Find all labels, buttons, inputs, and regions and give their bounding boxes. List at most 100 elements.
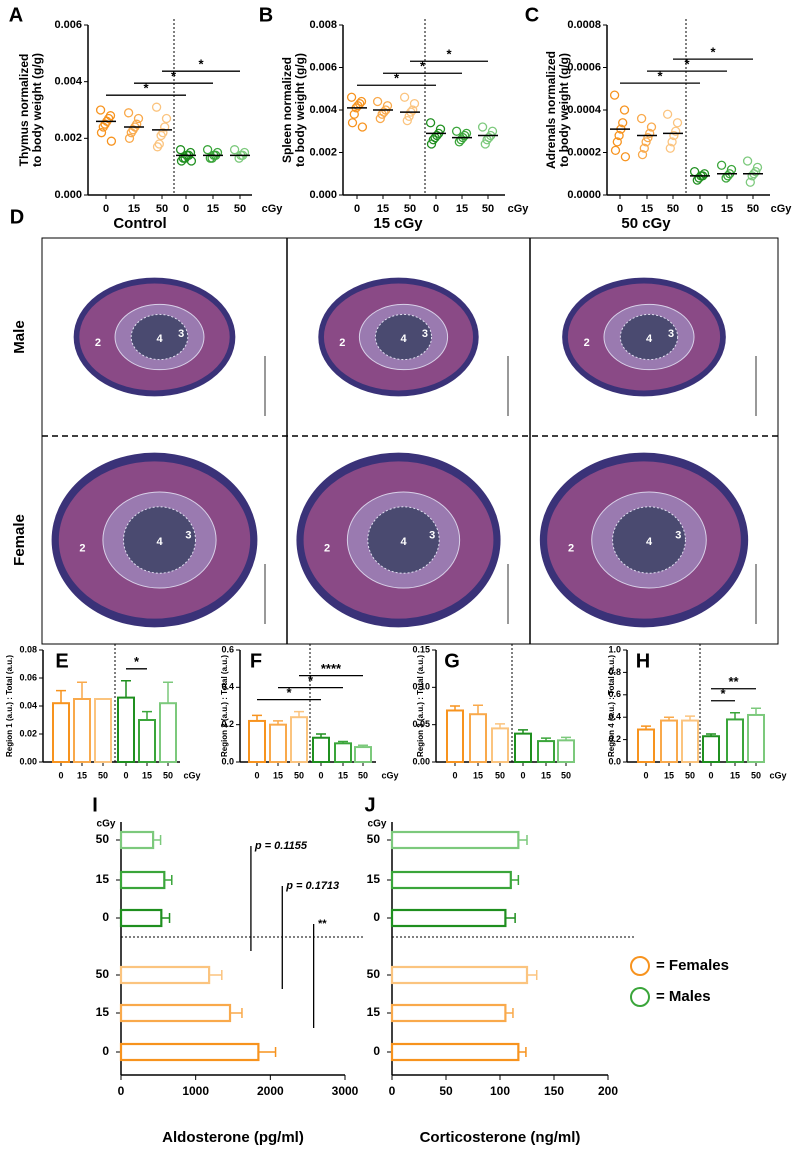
y-axis-label: Region 4 (a.u.) : Total (a.u.): [607, 655, 616, 757]
data-point: [133, 113, 144, 124]
data-point: [106, 136, 117, 146]
error-bar: [450, 705, 460, 711]
x-tick-label: 15: [664, 770, 674, 780]
x-axis-label: Aldosterone (pg/ml): [162, 1129, 304, 1146]
x-tick-label: 0: [697, 203, 703, 215]
significance-label: ****: [321, 661, 342, 676]
data-point: [723, 171, 733, 181]
tissue-medulla: [374, 313, 433, 361]
x-tick-label: 15: [77, 770, 87, 780]
data-point: [234, 153, 244, 163]
y-tick-label: 0.004: [309, 104, 337, 116]
y-tick-label: 15: [367, 872, 381, 886]
data-point: [609, 90, 620, 100]
y-axis-label: Region 2 (a.u.) : Total (a.u.): [220, 655, 229, 757]
tissue-medulla: [367, 506, 440, 574]
y-tick-label: 0.05: [412, 719, 430, 729]
data-point: [639, 143, 649, 153]
bar: [119, 908, 163, 928]
legend-marker: [630, 987, 650, 1007]
significance-label: *: [171, 69, 177, 84]
x-tick-label: 1000: [182, 1084, 209, 1098]
region-label: 4: [646, 333, 653, 345]
data-point: [186, 156, 197, 166]
x-tick-label: 50: [439, 1084, 453, 1098]
region-label: 3: [178, 328, 184, 340]
y-axis-label: to body weight (g/g): [293, 53, 307, 167]
x-unit: cGy: [183, 770, 200, 780]
x-unit: cGy: [381, 770, 398, 780]
y-axis-label: Spleen normalized: [280, 57, 294, 163]
bar: [514, 732, 532, 763]
bar: [52, 702, 70, 764]
x-tick-label: 50: [294, 770, 304, 780]
panel-letter: F: [250, 650, 262, 672]
y-tick-label: 0.08: [19, 644, 37, 654]
row-title: Male: [11, 320, 28, 353]
data-point: [346, 92, 357, 102]
data-point: [160, 122, 170, 132]
error-bar: [641, 725, 651, 730]
significance-label: p = 0.1155: [254, 840, 308, 852]
bar: [390, 1042, 520, 1062]
error-bar: [294, 710, 304, 718]
error-bar: [163, 681, 173, 704]
bar: [660, 719, 678, 763]
y-tick-label: 0.004: [54, 76, 82, 88]
x-tick-label: 0: [617, 203, 623, 215]
significance-label: *: [308, 673, 314, 688]
data-point: [637, 149, 648, 160]
region-label: 3: [422, 328, 428, 340]
y-tick-label: 0.02: [19, 728, 37, 738]
panel-letter: I: [92, 794, 98, 816]
x-tick-label: 15: [541, 770, 551, 780]
y-tick-label: 0.00: [412, 756, 430, 766]
significance-label: *: [710, 45, 716, 60]
y-tick-label: 0.006: [54, 19, 82, 31]
data-point: [205, 153, 215, 163]
data-point: [477, 122, 488, 132]
y-tick-label: 1.0: [608, 644, 621, 654]
y-unit: cGy: [97, 819, 116, 830]
error-bar: [518, 1047, 527, 1057]
error-bar: [541, 737, 551, 742]
bar: [159, 702, 177, 764]
error-bar: [77, 681, 87, 699]
error-bar: [153, 835, 162, 845]
y-tick-label: 50: [96, 832, 110, 846]
data-point: [672, 118, 683, 128]
significance-label: *: [134, 654, 140, 669]
y-tick-label: 0.0000: [567, 189, 601, 201]
data-point: [612, 137, 622, 147]
x-tick-label: 15: [273, 770, 283, 780]
data-point: [643, 132, 653, 143]
x-tick-label: 3000: [332, 1084, 359, 1098]
bar: [390, 830, 520, 850]
y-tick-label: 50: [96, 967, 110, 981]
bar: [312, 736, 330, 764]
bar: [119, 870, 166, 890]
x-tick-label: 50: [404, 203, 416, 215]
data-point: [480, 139, 490, 149]
y-tick-label: 0.002: [54, 132, 82, 144]
y-tick-label: 0.2: [608, 734, 621, 744]
bar: [390, 965, 529, 985]
data-point: [745, 177, 755, 187]
x-tick-label: 0: [123, 770, 128, 780]
y-tick-label: 0: [373, 1044, 380, 1058]
error-bar: [664, 716, 674, 721]
region-label: 2: [79, 543, 85, 555]
bar: [334, 742, 352, 763]
column-title: Control: [113, 215, 166, 232]
bar: [637, 728, 655, 764]
y-axis-label: Thymus normalized: [17, 54, 31, 167]
y-tick-label: 0.8: [608, 667, 621, 677]
x-tick-label: 50: [156, 203, 168, 215]
bar: [702, 735, 720, 763]
x-tick-label: 0: [183, 203, 189, 215]
bar: [138, 719, 156, 763]
y-axis-label: Region 3 (a.u.) : Total (a.u.): [416, 655, 425, 757]
error-bar: [230, 1008, 243, 1018]
x-tick-label: 50: [751, 770, 761, 780]
x-tick-label: 0: [520, 770, 525, 780]
